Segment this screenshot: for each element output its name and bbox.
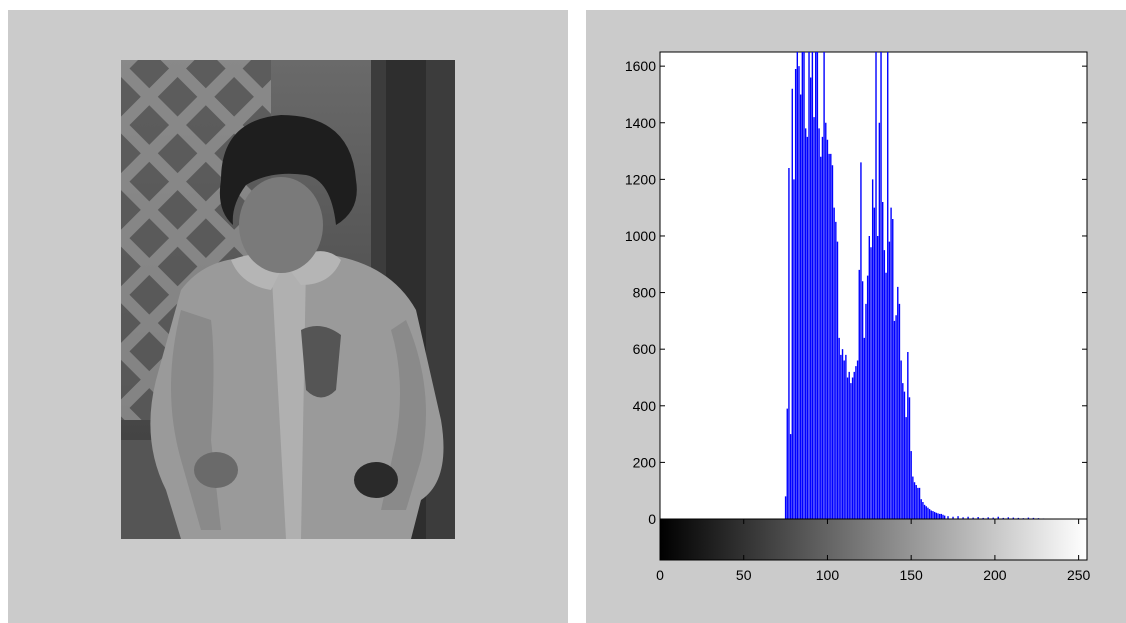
y-tick-label: 600	[633, 341, 657, 357]
y-tick-label: 1000	[625, 228, 656, 244]
y-tick-label: 1400	[625, 115, 656, 131]
x-tick-label: 200	[983, 567, 1007, 583]
x-tick-label: 0	[656, 567, 664, 583]
x-tick-label: 250	[1067, 567, 1091, 583]
plot-area	[659, 51, 1088, 520]
histogram-bars	[784, 52, 1045, 519]
x-axis: 0 50 100 150 200 250	[656, 519, 1091, 583]
y-tick-label: 800	[633, 285, 657, 301]
y-tick-label: 400	[633, 398, 657, 414]
y-tick-label: 1600	[625, 58, 656, 74]
y-tick-label: 200	[633, 454, 657, 470]
y-tick-label: 0	[648, 511, 656, 527]
grayscale-photo	[121, 60, 455, 539]
colorbar	[659, 518, 1088, 561]
image-panel	[8, 10, 568, 623]
x-tick-label: 150	[899, 567, 923, 583]
x-tick-label: 50	[736, 567, 752, 583]
y-tick-label: 1200	[625, 171, 656, 187]
x-tick-label: 100	[816, 567, 840, 583]
y-axis: 0 200 400 600 800 1000 1200 1400 1600	[625, 58, 1087, 527]
